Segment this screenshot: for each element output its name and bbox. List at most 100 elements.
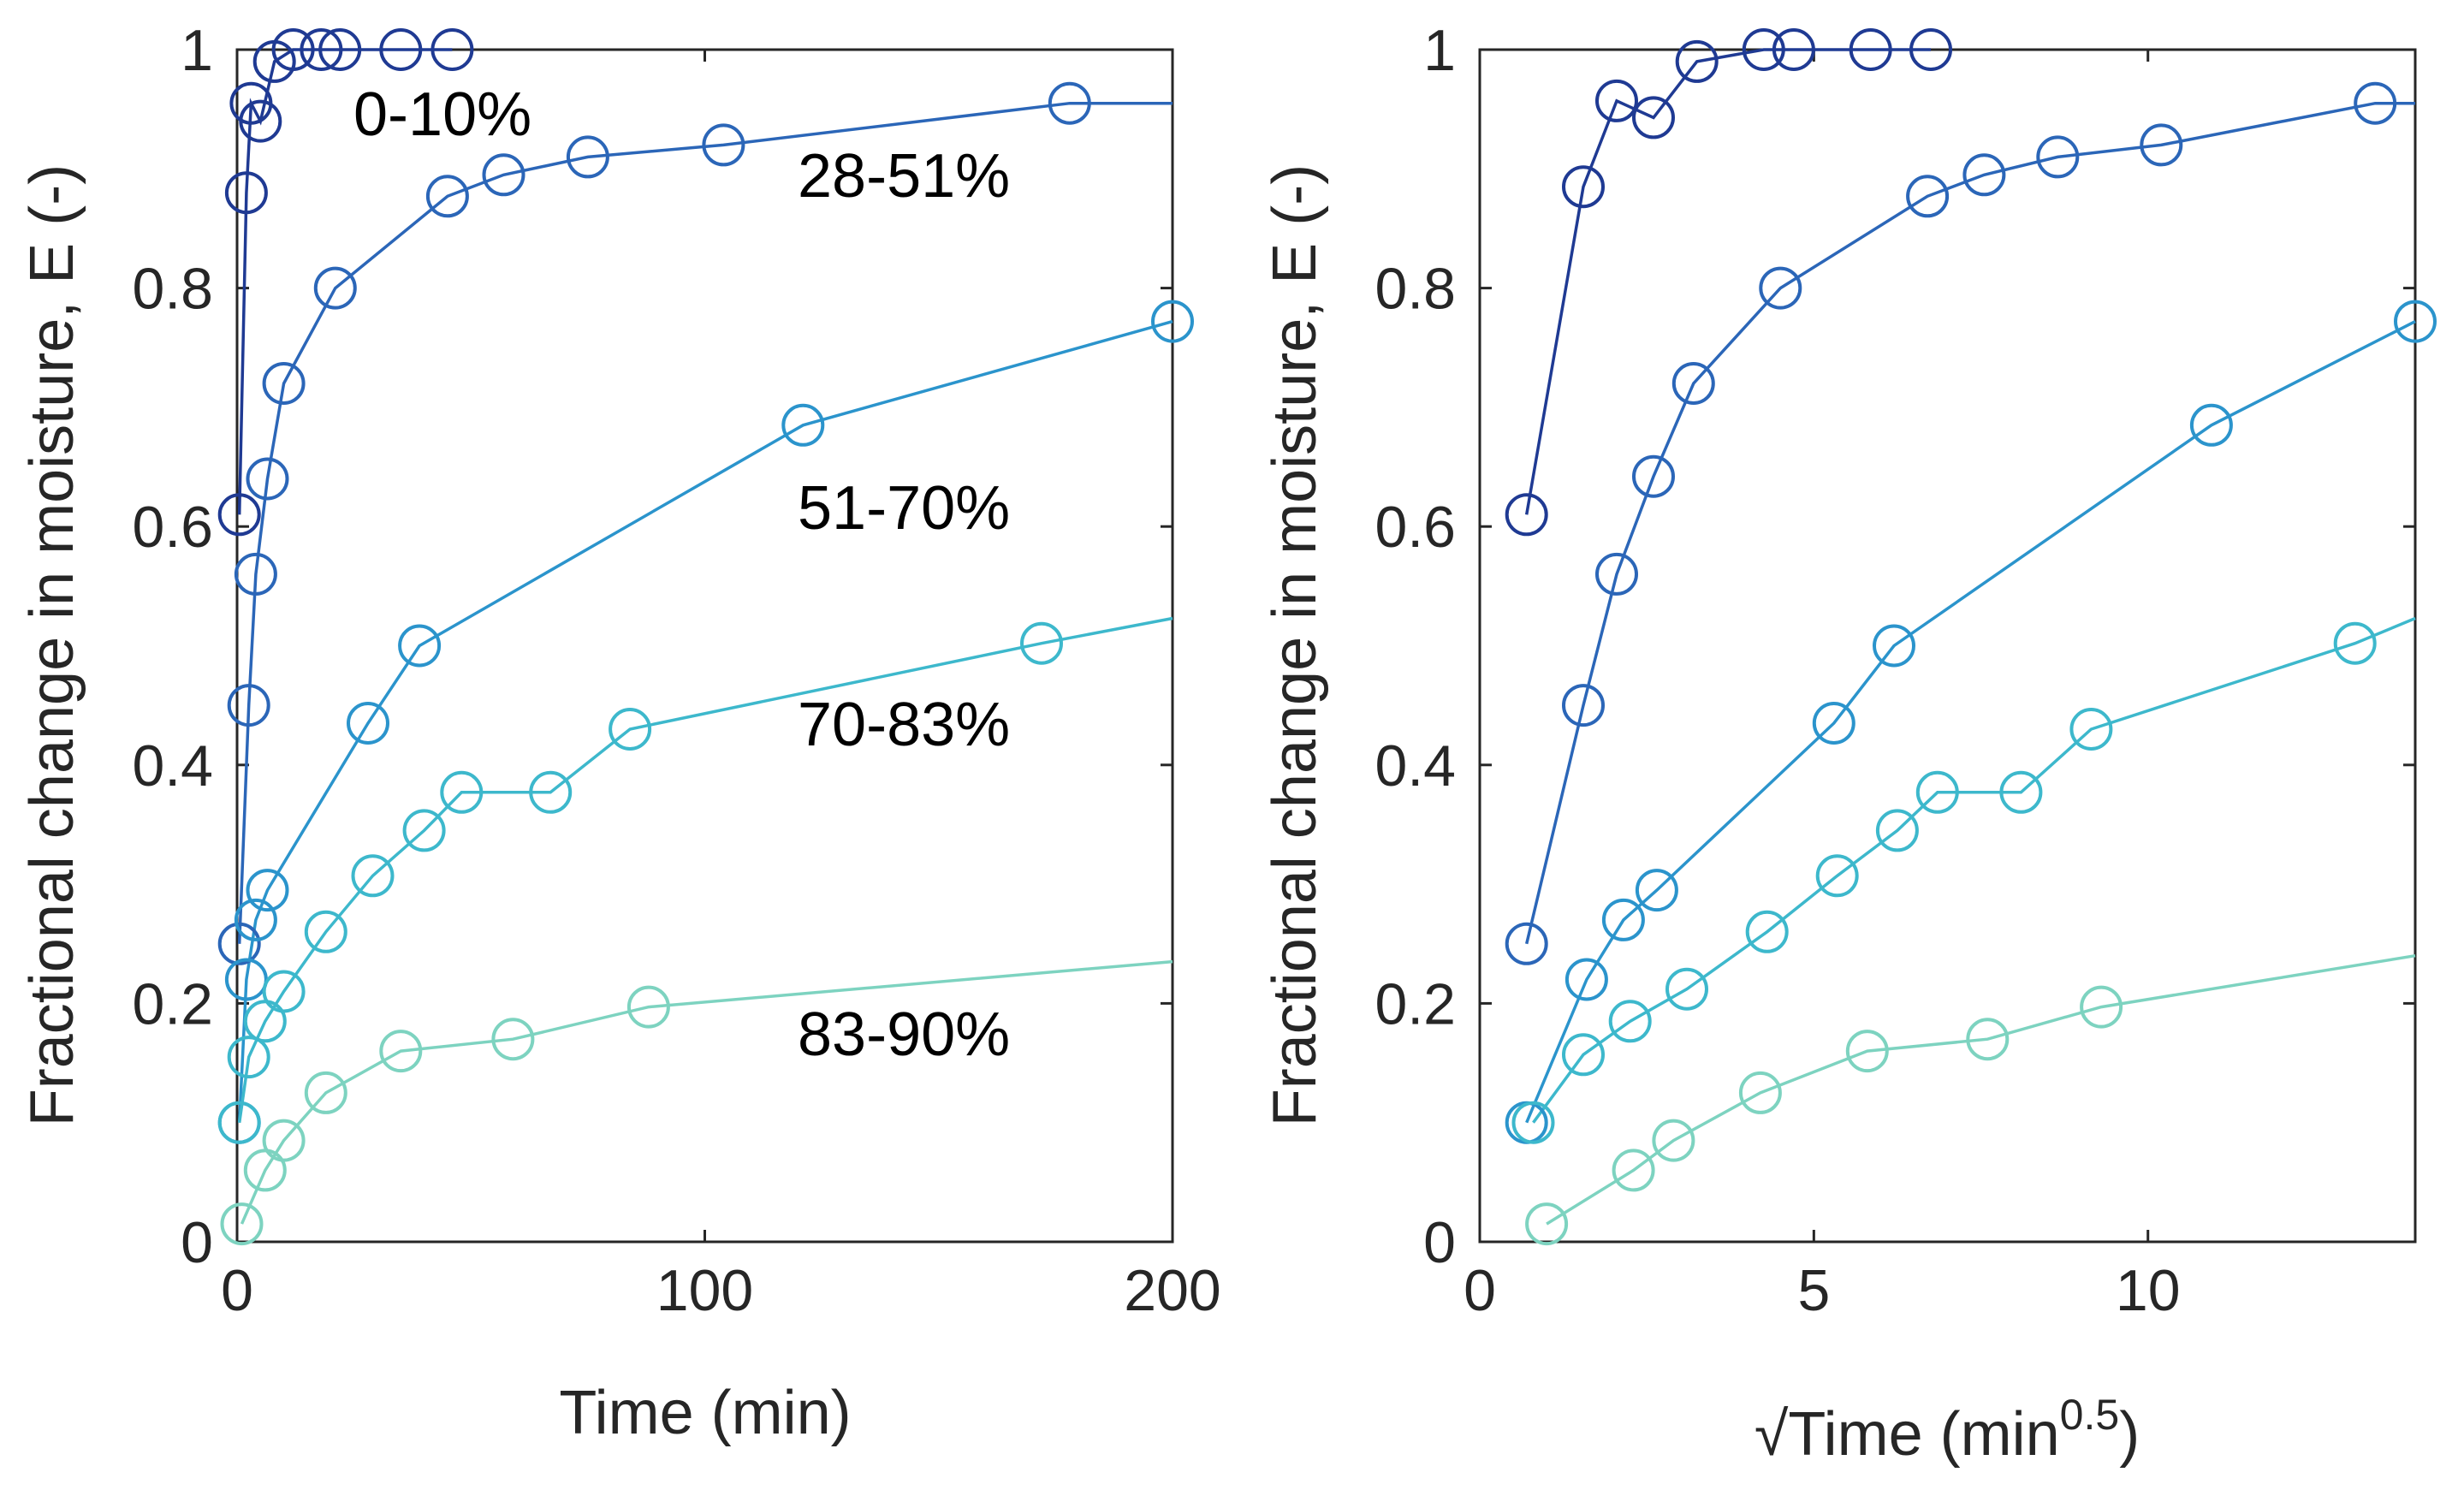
right-x-axis-title-main: √Time (min [1754, 1400, 2060, 1469]
data-point-28-51% [566, 135, 609, 179]
data-point-0-10% [1675, 39, 1719, 83]
data-point-0-10% [1505, 493, 1548, 537]
data-point-51-70% [234, 898, 277, 941]
x-tick-label: 200 [1124, 1258, 1220, 1323]
x-tick-label: 100 [656, 1258, 753, 1323]
data-point-51-70% [1873, 624, 1915, 668]
data-point-83-90% [1845, 1030, 1889, 1073]
y-tick-label: 0.6 [132, 495, 213, 560]
data-point-28-51% [1759, 266, 1802, 310]
data-point-28-51% [2140, 123, 2183, 167]
data-point-0-10% [430, 28, 474, 71]
data-point-83-90% [220, 1202, 264, 1246]
data-point-51-70% [1635, 869, 1678, 912]
data-point-28-51% [1505, 922, 1548, 965]
data-point-83-90% [304, 1071, 347, 1114]
data-point-28-51% [2354, 81, 2397, 125]
data-point-70-83% [1915, 770, 1959, 814]
data-point-83-90% [379, 1030, 423, 1073]
data-point-51-70% [1812, 702, 1855, 745]
data-point-70-83% [351, 854, 395, 898]
data-point-70-83% [1562, 1033, 1605, 1077]
data-point-28-51% [313, 266, 357, 310]
series-line-0-10% [237, 48, 453, 515]
data-point-28-51% [1962, 153, 2006, 197]
data-point-28-51% [1632, 454, 1675, 498]
data-point-83-90% [1738, 1071, 1782, 1114]
x-tick-label: 0 [221, 1258, 253, 1323]
data-point-51-70% [246, 869, 289, 912]
data-point-28-51% [482, 153, 525, 197]
y-tick-label: 0.8 [132, 257, 213, 322]
data-point-83-90% [262, 1119, 306, 1162]
data-point-0-10% [217, 493, 261, 537]
data-point-0-10% [1772, 28, 1815, 71]
data-point-70-83% [2069, 708, 2113, 751]
data-point-51-70% [347, 702, 389, 745]
data-point-83-90% [1652, 1119, 1695, 1162]
data-point-0-10% [1595, 79, 1638, 122]
data-point-28-51% [217, 922, 261, 965]
data-point-51-70% [2189, 403, 2233, 447]
left-series-lines [237, 48, 1173, 1225]
data-point-83-90% [1612, 1149, 1655, 1192]
series-line-70-83% [1532, 616, 2416, 1124]
data-point-0-10% [239, 99, 282, 143]
data-point-70-83% [1020, 621, 1063, 665]
annotation-0-10: 0-10% [353, 80, 531, 149]
y-tick-label: 0.2 [132, 971, 213, 1036]
left-series-markers [217, 28, 1194, 1246]
data-point-70-83% [1511, 1101, 1555, 1144]
data-point-28-51% [1562, 684, 1605, 727]
data-point-0-10% [1849, 28, 1892, 71]
data-point-70-83% [609, 708, 652, 751]
series-line-28-51% [237, 101, 1173, 944]
annotation-28-51: 28-51% [798, 142, 1010, 211]
data-point-0-10% [1562, 165, 1605, 209]
data-point-70-83% [402, 809, 446, 852]
data-point-70-83% [1745, 910, 1789, 953]
data-point-83-90% [1966, 1018, 2010, 1061]
data-point-51-70% [398, 624, 442, 668]
data-point-51-70% [781, 403, 825, 447]
data-point-0-10% [379, 28, 423, 71]
data-point-28-51% [702, 123, 745, 167]
data-point-51-70% [2394, 300, 2437, 343]
data-point-83-90% [491, 1018, 535, 1061]
right-plot-frame [1478, 48, 2417, 1244]
y-tick-label: 1 [1423, 18, 1456, 83]
right-tick-labels: 0 5 10 0 0.2 0.4 0.6 0.8 1 [1374, 18, 2180, 1323]
x-tick-label: 5 [1797, 1258, 1830, 1323]
y-tick-label: 0 [1423, 1210, 1456, 1275]
data-point-28-51% [246, 457, 289, 501]
y-tick-label: 0.4 [132, 733, 213, 798]
data-point-0-10% [271, 28, 315, 71]
data-point-70-83% [1815, 854, 1859, 898]
data-point-70-83% [304, 910, 347, 953]
data-point-70-83% [2333, 621, 2377, 665]
x-tick-label: 0 [1464, 1258, 1496, 1323]
left-chart-panel: 0 100 200 0 0.2 0.4 0.6 0.8 1 0-10% 28-51% 51-70… [18, 18, 1221, 1447]
data-point-28-51% [1906, 175, 1950, 218]
annotation-51-70: 51-70% [798, 474, 1010, 543]
y-tick-label: 0.6 [1374, 495, 1456, 560]
data-point-70-83% [217, 1101, 261, 1144]
data-point-28-51% [227, 684, 270, 727]
data-point-0-10% [1632, 96, 1675, 140]
y-tick-label: 0.8 [1374, 257, 1456, 322]
left-x-axis-title: Time (min) [559, 1379, 851, 1447]
data-point-0-10% [318, 28, 362, 71]
data-point-0-10% [300, 28, 343, 71]
data-point-28-51% [425, 175, 469, 218]
data-point-28-51% [234, 552, 277, 596]
data-point-83-90% [1525, 1202, 1569, 1246]
data-point-28-51% [2036, 135, 2080, 179]
right-y-axis-title: Fractional change in moisture, E (-) [1261, 164, 1329, 1126]
right-x-axis-title: √Time (min0.5) [1754, 1391, 2140, 1469]
series-line-0-10% [1524, 48, 1931, 515]
right-ticks [1478, 48, 2415, 1244]
right-x-axis-title-suffix: ) [2119, 1400, 2140, 1469]
annotation-83-90: 83-90% [798, 1000, 1010, 1069]
data-point-51-70% [1564, 958, 1608, 1001]
